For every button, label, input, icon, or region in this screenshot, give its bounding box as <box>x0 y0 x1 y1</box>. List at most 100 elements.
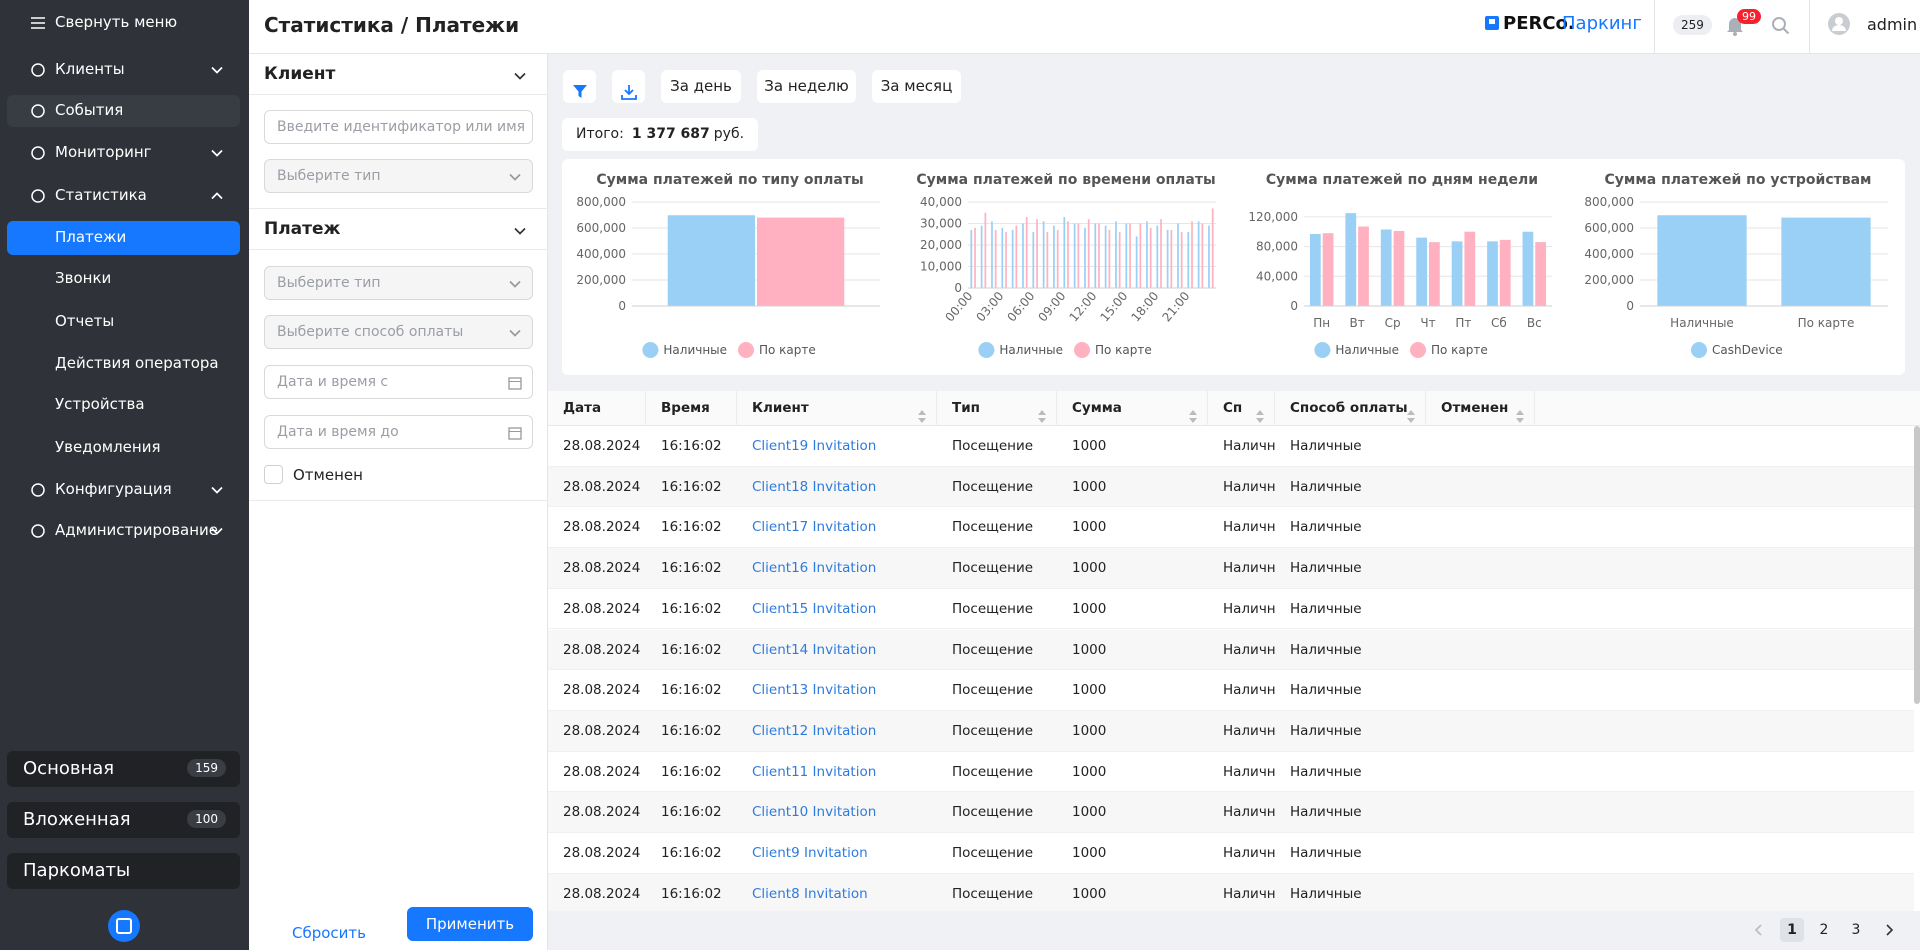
column-header[interactable]: Тип <box>937 391 1057 426</box>
page-button[interactable]: 3 <box>1844 918 1868 942</box>
avatar[interactable] <box>1827 12 1851 40</box>
section-title[interactable]: Платеж <box>264 219 340 239</box>
column-header[interactable]: Дата <box>548 391 646 426</box>
next-page[interactable] <box>1884 924 1894 940</box>
table-row[interactable]: 28.08.202416:16:02Client9 InvitationПосе… <box>548 833 1914 874</box>
workspace[interactable]: Вложенная100 <box>7 802 240 838</box>
period-button[interactable]: За неделю <box>757 70 856 103</box>
menu-item[interactable]: Мониторинг <box>55 143 152 161</box>
checkbox[interactable] <box>264 465 283 484</box>
table-row[interactable]: 28.08.202416:16:02Client14 InvitationПос… <box>548 630 1914 671</box>
client-link[interactable]: Client9 Invitation <box>737 833 937 873</box>
menu-item-icon-svg <box>30 145 46 161</box>
collapse-menu[interactable]: Свернуть меню <box>55 13 177 31</box>
client-link[interactable]: Client12 Invitation <box>737 711 937 751</box>
table-row[interactable]: 28.08.202416:16:02Client18 InvitationПос… <box>548 467 1914 508</box>
page-button[interactable]: 1 <box>1780 918 1804 942</box>
client-link[interactable]: Client19 Invitation <box>737 426 937 466</box>
select[interactable]: Выберите тип <box>264 266 533 300</box>
workspace[interactable]: Паркоматы <box>7 853 240 889</box>
workspace[interactable]: Основная159 <box>7 751 240 787</box>
menu-item-icon <box>30 482 46 502</box>
table-cell: Посещение <box>937 589 1057 629</box>
menu-item[interactable]: Администрирование <box>55 521 218 539</box>
menu-item[interactable]: Действия оператора <box>55 354 219 372</box>
table-row[interactable]: 28.08.202416:16:02Client13 InvitationПос… <box>548 670 1914 711</box>
bar <box>995 230 997 288</box>
menu-item-icon-svg <box>30 62 46 78</box>
total-box: Итого:1 377 687руб. <box>562 118 758 151</box>
column-header[interactable]: Клиент <box>737 391 937 426</box>
client-link[interactable]: Client14 Invitation <box>737 630 937 670</box>
select[interactable]: Выберите способ оплаты <box>264 315 533 349</box>
client-link[interactable]: Client8 Invitation <box>737 874 937 911</box>
chevron <box>210 483 224 501</box>
table-row[interactable]: 28.08.202416:16:02Client11 InvitationПос… <box>548 752 1914 793</box>
y-tick-label: 400,000 <box>576 247 626 261</box>
menu-item[interactable]: Звонки <box>55 269 111 287</box>
x-tick-label: 09:00 <box>1036 289 1069 324</box>
table-cell: Наличные <box>1208 670 1275 710</box>
menu-item[interactable]: Статистика <box>55 186 147 204</box>
page-button[interactable]: 2 <box>1812 918 1836 942</box>
divider <box>249 94 548 95</box>
workspace-count: 159 <box>187 759 226 777</box>
search[interactable] <box>1771 16 1790 39</box>
table-cell: Посещение <box>937 548 1057 588</box>
header: Статистика / ПлатежиPERCo.Паркинг25999ad… <box>249 0 1920 54</box>
bar <box>1657 215 1746 306</box>
table-cell: 16:16:02 <box>646 711 737 751</box>
select[interactable]: Дата и время с <box>264 365 533 399</box>
client-link[interactable]: Client17 Invitation <box>737 507 937 547</box>
download-button[interactable] <box>612 70 645 103</box>
menu-item[interactable]: Платежи <box>55 228 126 246</box>
sort-icon-svg <box>1516 410 1524 423</box>
menu-item[interactable]: Конфигурация <box>55 480 172 498</box>
table-row[interactable]: 28.08.202416:16:02Client17 InvitationПос… <box>548 507 1914 548</box>
prev-page[interactable] <box>1754 924 1764 940</box>
column-header[interactable]: Время <box>646 391 737 426</box>
table-row[interactable]: 28.08.202416:16:02Client16 InvitationПос… <box>548 548 1914 589</box>
column-title: Сп <box>1223 400 1242 416</box>
client-link[interactable]: Client16 Invitation <box>737 548 937 588</box>
section-title[interactable]: Клиент <box>264 64 335 84</box>
menu-item[interactable]: Устройства <box>55 395 145 413</box>
menu-item[interactable]: Уведомления <box>55 438 160 456</box>
client-link[interactable]: Client13 Invitation <box>737 670 937 710</box>
reset-button[interactable]: Сбросить <box>279 916 379 950</box>
select[interactable]: Дата и время до <box>264 415 533 449</box>
column-header[interactable]: Сп <box>1208 391 1275 426</box>
bar <box>1310 234 1321 306</box>
table-row[interactable]: 28.08.202416:16:02Client15 InvitationПос… <box>548 589 1914 630</box>
client-link[interactable]: Client11 Invitation <box>737 752 937 792</box>
table-row[interactable]: 28.08.202416:16:02Client10 InvitationПос… <box>548 792 1914 833</box>
menu-item[interactable]: Отчеты <box>55 312 114 330</box>
user-name[interactable]: admin <box>1867 15 1917 34</box>
column-header[interactable]: Отменен <box>1426 391 1535 426</box>
column-header[interactable]: Способ оплаты <box>1275 391 1426 426</box>
text-input[interactable]: Введите идентификатор или имя <box>264 110 533 144</box>
table-cell: 16:16:02 <box>646 589 737 629</box>
menu-item[interactable]: События <box>55 101 123 119</box>
period-button[interactable]: За месяц <box>872 70 961 103</box>
column-header[interactable]: Сумма <box>1057 391 1208 426</box>
filter-button[interactable] <box>563 70 596 103</box>
table-cell: 1000 <box>1057 752 1208 792</box>
table-cell: 16:16:02 <box>646 833 737 873</box>
table-row[interactable]: 28.08.202416:16:02Client8 InvitationПосе… <box>548 874 1914 911</box>
counter[interactable]: 259 <box>1673 15 1712 35</box>
table-cell: 1000 <box>1057 792 1208 832</box>
table-row[interactable]: 28.08.202416:16:02Client12 InvitationПос… <box>548 711 1914 752</box>
menu-item[interactable]: Клиенты <box>55 60 125 78</box>
period-button[interactable]: За день <box>661 70 741 103</box>
apply-button[interactable]: Применить <box>407 907 533 941</box>
client-link[interactable]: Client18 Invitation <box>737 467 937 507</box>
client-link[interactable]: Client10 Invitation <box>737 792 937 832</box>
y-tick-label: 0 <box>618 299 626 313</box>
table-row[interactable]: 28.08.202416:16:02Client19 InvitationПос… <box>548 426 1914 467</box>
menu-item-icon <box>30 188 46 208</box>
menu-item-icon-svg <box>30 482 46 498</box>
app-icon[interactable] <box>108 910 140 946</box>
client-link[interactable]: Client15 Invitation <box>737 589 937 629</box>
select[interactable]: Выберите тип <box>264 159 533 193</box>
